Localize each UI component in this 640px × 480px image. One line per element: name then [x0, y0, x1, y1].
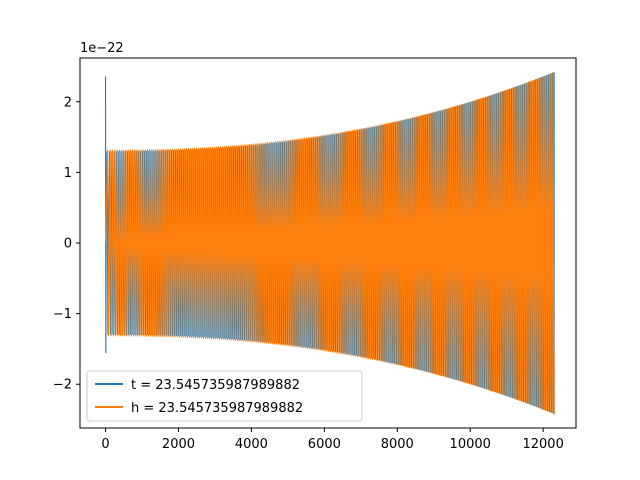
x-tick-label: 8000 — [381, 437, 414, 452]
legend-label-h: h = 23.545735987989882 — [131, 401, 303, 416]
legend-label-t: t = 23.545735987989882 — [131, 378, 300, 393]
y-tick-label: −1 — [53, 307, 72, 322]
series-layer — [104, 72, 555, 415]
x-axis-ticks: 0 2000 4000 6000 8000 10000 12000 — [101, 428, 564, 452]
x-tick-label: 0 — [101, 437, 109, 452]
x-tick-label: 6000 — [308, 437, 341, 452]
y-tick-label: 1 — [64, 166, 72, 181]
x-tick-label: 12000 — [522, 437, 563, 452]
y-tick-label: 2 — [64, 95, 72, 110]
legend: t = 23.545735987989882 h = 23.5457359879… — [86, 370, 363, 422]
x-tick-label: 4000 — [235, 437, 268, 452]
y-tick-label: −2 — [53, 378, 72, 393]
x-tick-label: 2000 — [162, 437, 195, 452]
y-tick-label: 0 — [64, 237, 72, 252]
legend-box — [86, 370, 363, 422]
y-axis-ticks: −2 −1 0 1 2 — [53, 95, 80, 393]
series-line-h — [104, 72, 555, 415]
y-offset-label: 1e−22 — [80, 41, 124, 56]
x-tick-label: 10000 — [450, 437, 491, 452]
